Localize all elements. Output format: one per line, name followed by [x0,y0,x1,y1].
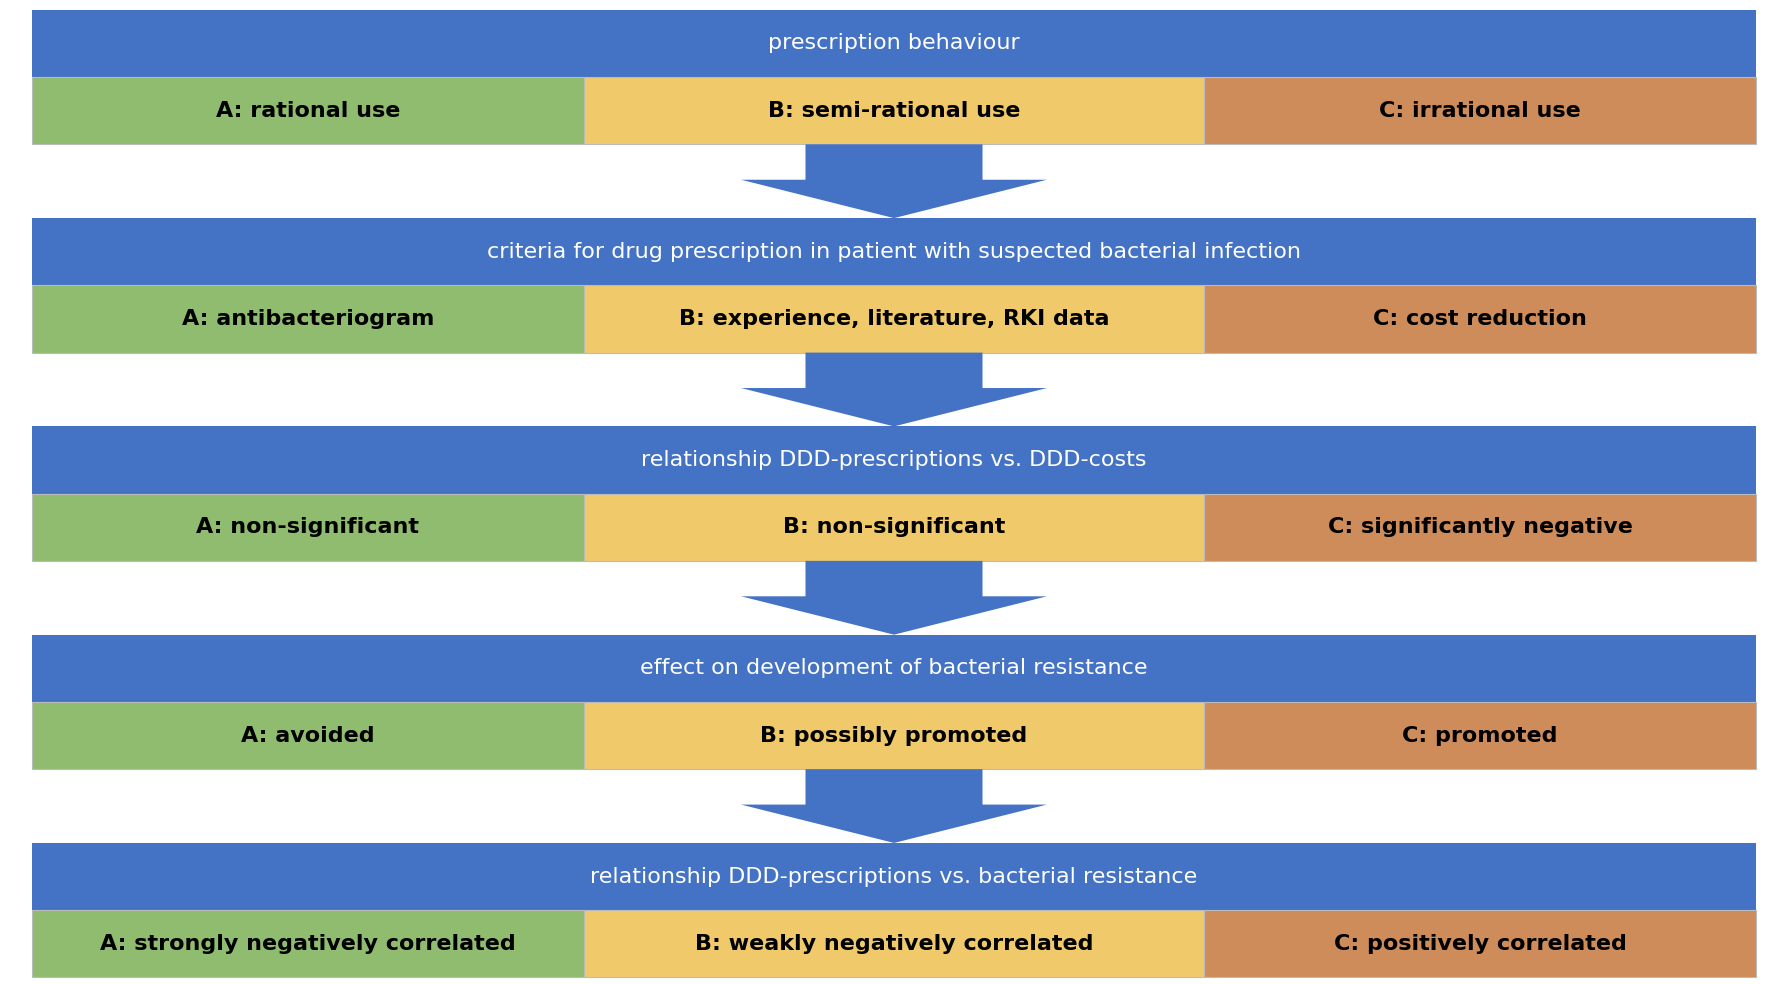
Bar [1205,494,1756,561]
Text: B: experience, literature, RKI data: B: experience, literature, RKI data [679,309,1109,329]
Bar [32,218,1756,285]
Text: A: antibacteriogram: A: antibacteriogram [182,309,434,329]
Text: A: strongly negatively correlated: A: strongly negatively correlated [100,934,517,953]
Bar [32,494,583,561]
Bar [32,635,1756,702]
Bar [32,285,583,352]
Bar [583,77,1205,145]
Polygon shape [740,561,1048,635]
Text: C: positively correlated: C: positively correlated [1334,934,1627,953]
Text: A: avoided: A: avoided [241,725,375,746]
Text: C: promoted: C: promoted [1402,725,1557,746]
Text: prescription behaviour: prescription behaviour [769,33,1019,53]
Text: criteria for drug prescription in patient with suspected bacterial infection: criteria for drug prescription in patien… [486,242,1302,262]
Polygon shape [740,769,1048,843]
Bar [1205,910,1756,977]
Bar [583,702,1205,769]
Text: relationship DDD-prescriptions vs. DDD-costs: relationship DDD-prescriptions vs. DDD-c… [642,450,1146,470]
Bar [583,910,1205,977]
Text: B: semi-rational use: B: semi-rational use [767,100,1021,121]
Text: A: non-significant: A: non-significant [197,518,420,537]
Text: B: non-significant: B: non-significant [783,518,1005,537]
Text: effect on development of bacterial resistance: effect on development of bacterial resis… [640,658,1148,678]
Text: A: rational use: A: rational use [216,100,401,121]
Text: B: weakly negatively correlated: B: weakly negatively correlated [696,934,1092,953]
Bar [32,426,1756,494]
Bar [32,77,583,145]
Text: C: cost reduction: C: cost reduction [1373,309,1588,329]
Bar [32,702,583,769]
Bar [32,910,583,977]
Text: C: significantly negative: C: significantly negative [1328,518,1632,537]
Bar [32,843,1756,910]
Bar [1205,77,1756,145]
Bar [583,285,1205,352]
Bar [1205,285,1756,352]
Polygon shape [740,352,1048,426]
Text: B: possibly promoted: B: possibly promoted [760,725,1028,746]
Bar [583,494,1205,561]
Bar [32,10,1756,77]
Text: C: irrational use: C: irrational use [1379,100,1581,121]
Bar [1205,702,1756,769]
Polygon shape [740,145,1048,218]
Text: relationship DDD-prescriptions vs. bacterial resistance: relationship DDD-prescriptions vs. bacte… [590,867,1198,887]
